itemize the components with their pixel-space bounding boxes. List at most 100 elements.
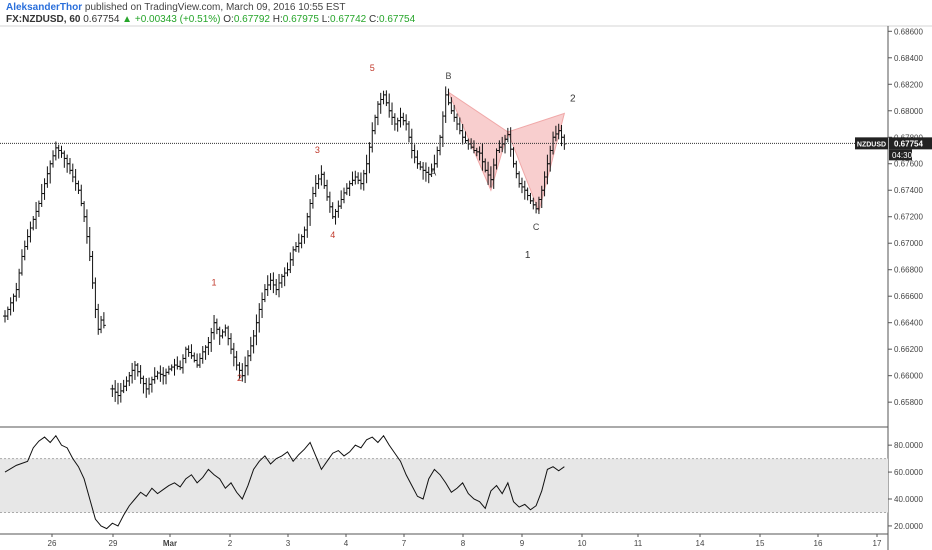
ohlc-bar <box>169 364 174 372</box>
ohlc-bar <box>248 336 253 362</box>
ohlc-bar <box>138 365 143 384</box>
ohlc-bar <box>93 277 98 319</box>
ohlc-bar <box>180 354 185 374</box>
ohlc-bar <box>412 144 417 164</box>
price-tick-label: 0.68200 <box>894 80 923 89</box>
ohlc-bar <box>288 252 293 274</box>
ohlc-bar <box>22 240 27 261</box>
ohlc-header: FX:NZDUSD, 60 0.67754 ▲ +0.00343 (+0.51%… <box>6 14 415 25</box>
ohlc-bar <box>234 350 239 371</box>
ohlc-bar <box>130 362 135 384</box>
price-tick-label: 0.66000 <box>894 372 923 381</box>
ohlc-bar <box>381 90 386 105</box>
ohlc-bar <box>519 177 524 194</box>
ohlc-bar <box>229 333 233 355</box>
ohlc-bar <box>5 306 10 320</box>
ohlc-bar <box>200 346 205 364</box>
close-label: C: <box>368 14 379 25</box>
price-tick-label: 0.65800 <box>894 398 923 407</box>
ohlc-bar <box>310 186 315 209</box>
ohlc-bar <box>387 93 392 118</box>
ohlc-bar <box>313 175 318 197</box>
ohlc-bar <box>392 113 397 131</box>
wave-label: 5 <box>370 63 375 73</box>
projection-label: 2 <box>570 93 576 104</box>
ohlc-bar <box>438 134 443 156</box>
rsi-tick-label: 60.0000 <box>894 468 923 477</box>
last-price: 0.67754 <box>83 14 120 25</box>
price-tick-label: 0.67000 <box>894 239 923 248</box>
ohlc-bar <box>155 370 160 380</box>
ohlc-bar <box>113 380 118 402</box>
ohlc-bar <box>415 150 420 169</box>
ohlc-bar <box>401 112 406 126</box>
ohlc-bar <box>364 154 369 184</box>
rsi-band <box>0 458 888 513</box>
ohlc-bar <box>214 318 219 335</box>
ohlc-bar <box>135 363 140 377</box>
ohlc-bar <box>226 325 231 346</box>
ohlc-bar <box>375 101 380 126</box>
time-tick-label: 14 <box>696 539 705 548</box>
ohlc-bar <box>316 174 321 189</box>
ohlc-bar <box>384 90 389 107</box>
ohlc-bar <box>319 165 324 186</box>
ohlc-bars <box>3 86 567 405</box>
price-tick-label: 0.67400 <box>894 186 923 195</box>
ohlc-bar <box>282 267 287 287</box>
ohlc-bar <box>254 314 259 346</box>
price-tick-label: 0.67200 <box>894 213 923 222</box>
ohlc-bar <box>166 365 171 375</box>
rsi-tick-label: 40.0000 <box>894 495 923 504</box>
price-tick-label: 0.66600 <box>894 292 923 301</box>
time-tick-label: 10 <box>578 539 587 548</box>
ohlc-bar <box>189 344 194 359</box>
ohlc-bar <box>291 246 296 266</box>
time-tick-label: 8 <box>461 539 466 548</box>
ohlc-bar <box>418 161 423 171</box>
symbol-label[interactable]: FX:NZDUSD, 60 <box>6 14 81 25</box>
ohlc-bar <box>404 114 409 131</box>
price-badge-text: 0.67754 <box>894 139 923 148</box>
ohlc-bar <box>82 201 87 222</box>
close-value: 0.67754 <box>378 14 416 25</box>
ohlc-bar <box>353 170 358 185</box>
author-link[interactable]: AleksanderThor <box>6 2 83 13</box>
ohlc-bar <box>118 382 123 403</box>
harmonic-pattern-fill <box>447 90 566 214</box>
ohlc-bar <box>67 158 72 175</box>
ohlc-bar <box>8 297 13 316</box>
ohlc-bar <box>517 171 522 188</box>
ohlc-bar <box>147 377 152 395</box>
time-tick-label: 4 <box>344 539 349 548</box>
ohlc-bar <box>325 179 330 201</box>
ohlc-bar <box>158 365 163 382</box>
time-tick-label: 7 <box>402 539 407 548</box>
ohlc-bar <box>62 150 67 168</box>
ohlc-bar <box>53 141 58 161</box>
price-tick-label: 0.66400 <box>894 319 923 328</box>
wave-label: 1 <box>212 278 217 288</box>
price-tick-label: 0.68000 <box>894 107 923 116</box>
harmonic-label: B <box>446 71 452 81</box>
ohlc-bar <box>435 146 440 168</box>
ohlc-bar <box>390 102 395 126</box>
time-tick-label: 2 <box>228 539 233 548</box>
ohlc-bar <box>110 384 115 397</box>
ohlc-bar <box>243 356 248 384</box>
ohlc-bar <box>347 180 352 197</box>
ohlc-bar <box>195 353 200 368</box>
ohlc-bar <box>141 375 146 394</box>
published-text: published on TradingView.com, March 09, … <box>84 2 346 13</box>
ohlc-bar <box>262 284 267 303</box>
time-tick-label: 3 <box>286 539 291 548</box>
time-tick-label: 17 <box>873 539 882 548</box>
ohlc-bar <box>186 345 191 357</box>
ohlc-bar <box>245 350 250 376</box>
time-tick-label: 9 <box>520 539 525 548</box>
ohlc-bar <box>39 183 44 207</box>
time-tick-label: 29 <box>109 539 118 548</box>
price-tick-label: 0.67600 <box>894 160 923 169</box>
ohlc-bar <box>327 191 332 213</box>
